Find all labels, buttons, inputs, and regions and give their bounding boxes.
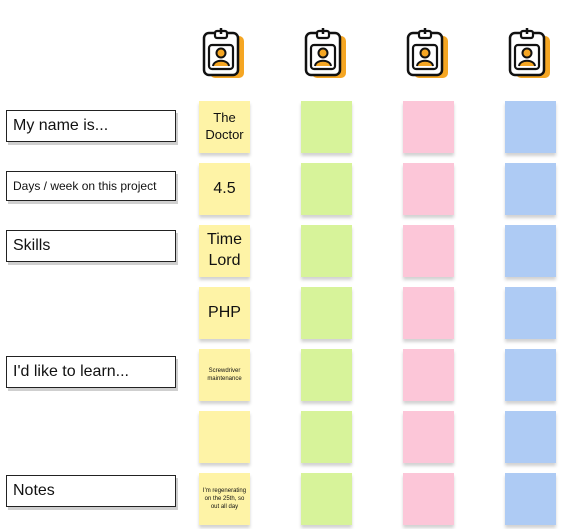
sticky-note-empty[interactable] bbox=[505, 287, 556, 339]
sticky-note-empty[interactable] bbox=[301, 101, 352, 153]
sticky-note-empty[interactable] bbox=[199, 411, 250, 463]
note-text: 4.5 bbox=[213, 179, 236, 197]
label-text: I'd like to learn... bbox=[13, 363, 129, 380]
sticky-note-empty[interactable] bbox=[403, 411, 454, 463]
note-text: PHP bbox=[208, 303, 241, 321]
sticky-note-empty[interactable] bbox=[403, 101, 454, 153]
sticky-note-empty[interactable] bbox=[403, 287, 454, 339]
label-my-name: My name is... bbox=[6, 110, 176, 142]
sticky-note-empty[interactable] bbox=[505, 349, 556, 401]
sticky-note-empty[interactable] bbox=[301, 411, 352, 463]
sticky-note-empty[interactable] bbox=[403, 349, 454, 401]
sticky-note-empty[interactable] bbox=[505, 225, 556, 277]
note-text: Screwdriver maintenance bbox=[207, 367, 242, 382]
sticky-note-empty[interactable] bbox=[301, 225, 352, 277]
id-badge-person-icon bbox=[304, 28, 346, 78]
sticky-note-skill[interactable]: Time Lord bbox=[199, 225, 250, 277]
label-skills: Skills bbox=[6, 230, 176, 262]
id-badge-person-icon bbox=[202, 28, 244, 78]
label-text: My name is... bbox=[13, 117, 109, 134]
sticky-note-learn[interactable]: Screwdriver maintenance bbox=[199, 349, 250, 401]
note-text: I'm regenerating on the 25th, so out all… bbox=[202, 487, 247, 511]
sticky-note-name[interactable]: The Doctor bbox=[199, 101, 250, 153]
sticky-note-empty[interactable] bbox=[403, 225, 454, 277]
label-text: Notes bbox=[13, 482, 55, 499]
sticky-note-empty[interactable] bbox=[403, 163, 454, 215]
sticky-note-notes[interactable]: I'm regenerating on the 25th, so out all… bbox=[199, 473, 250, 525]
id-badge-person-icon bbox=[406, 28, 448, 78]
sticky-note-empty[interactable] bbox=[403, 473, 454, 525]
sticky-note-skill[interactable]: PHP bbox=[199, 287, 250, 339]
label-text: Days / week on this project bbox=[13, 179, 157, 193]
label-like-to-learn: I'd like to learn... bbox=[6, 356, 176, 388]
label-days-per-week: Days / week on this project bbox=[6, 171, 176, 201]
sticky-note-empty[interactable] bbox=[505, 411, 556, 463]
note-text: Time Lord bbox=[207, 231, 242, 269]
sticky-note-days[interactable]: 4.5 bbox=[199, 163, 250, 215]
id-badge-person-icon bbox=[508, 28, 550, 78]
sticky-note-empty[interactable] bbox=[505, 163, 556, 215]
note-text: The Doctor bbox=[205, 110, 244, 142]
sticky-note-empty[interactable] bbox=[301, 287, 352, 339]
sticky-note-empty[interactable] bbox=[505, 101, 556, 153]
sticky-note-empty[interactable] bbox=[505, 473, 556, 525]
sticky-note-empty[interactable] bbox=[301, 349, 352, 401]
label-text: Skills bbox=[13, 237, 51, 254]
sticky-note-empty[interactable] bbox=[301, 473, 352, 525]
sticky-note-empty[interactable] bbox=[301, 163, 352, 215]
label-notes: Notes bbox=[6, 475, 176, 507]
